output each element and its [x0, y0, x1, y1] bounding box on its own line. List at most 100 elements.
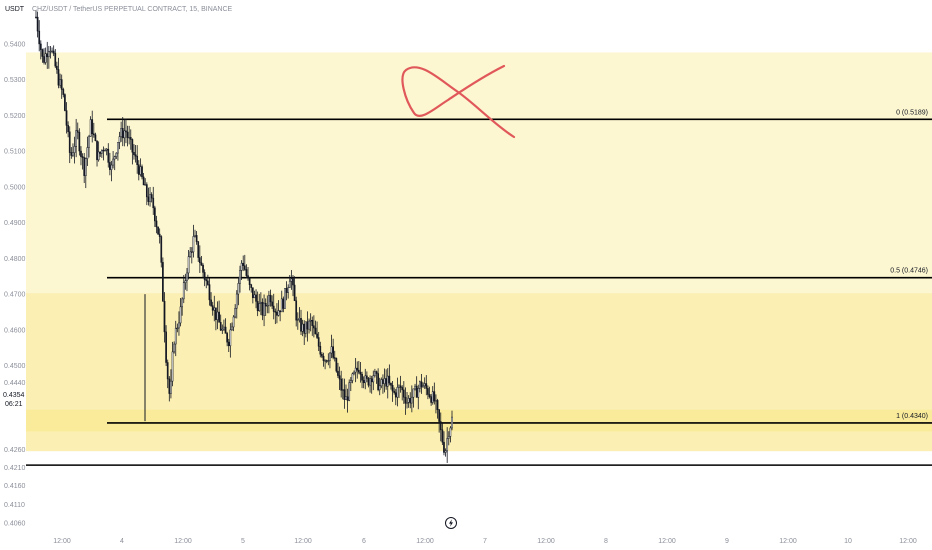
candle — [94, 132, 97, 142]
candle — [81, 153, 84, 170]
candle — [133, 144, 135, 160]
annotation-drawing — [401, 64, 516, 139]
candle-body — [141, 166, 143, 178]
candle-body — [385, 378, 387, 387]
candle-body — [126, 131, 129, 138]
candle — [423, 377, 426, 389]
candle — [345, 384, 347, 400]
candle — [284, 288, 286, 309]
candle — [162, 257, 164, 302]
fib-lines: 0 (0.5189) 0.5 (0.4746) 1 (0.4340) — [26, 109, 932, 466]
candle — [410, 385, 413, 413]
candle-body — [107, 148, 110, 163]
candle — [83, 153, 86, 184]
candle — [401, 385, 404, 401]
candle — [112, 151, 114, 169]
candle-body — [210, 299, 212, 306]
candle — [280, 290, 283, 313]
candle — [239, 265, 241, 293]
candle — [313, 315, 315, 338]
candle-body — [248, 278, 251, 285]
candle — [349, 377, 352, 392]
candle-body — [276, 311, 278, 316]
candle-body — [129, 137, 132, 140]
candle-body — [263, 302, 265, 316]
price-tick-label: 0.4900 — [4, 220, 26, 227]
candle-body — [268, 294, 270, 306]
candle — [202, 263, 204, 279]
candle-body — [125, 130, 127, 133]
candle-body — [361, 374, 363, 381]
candle-body — [227, 341, 230, 347]
time-tick-label: 12:00 — [416, 538, 434, 545]
candle-body — [223, 326, 225, 330]
candle — [444, 448, 447, 457]
candle — [160, 235, 163, 268]
candle-body — [319, 346, 322, 355]
candle-body — [158, 233, 161, 237]
candle — [198, 245, 201, 273]
time-tick-label: 12:00 — [294, 538, 312, 545]
candle — [282, 296, 285, 313]
candle-body — [144, 184, 147, 186]
candle-body — [438, 409, 441, 422]
candle-body — [38, 30, 41, 45]
candle-body — [417, 388, 420, 398]
candle — [157, 226, 159, 235]
candle-body — [431, 391, 434, 403]
candle — [89, 116, 92, 137]
candle — [105, 148, 108, 156]
candle — [141, 164, 143, 180]
candle — [44, 47, 47, 65]
candle-body — [245, 269, 248, 276]
candle-body — [76, 130, 79, 133]
candle-body — [374, 371, 376, 376]
candle-body — [189, 251, 192, 257]
candle — [207, 274, 209, 286]
candle — [104, 148, 106, 152]
candle-body — [78, 132, 81, 152]
candle-body — [165, 331, 167, 363]
candle-body — [235, 293, 238, 309]
candle — [321, 352, 323, 359]
candle — [170, 369, 172, 399]
candle — [235, 290, 238, 319]
candle — [431, 386, 434, 405]
candle-body — [218, 311, 220, 323]
candle-body — [155, 220, 158, 228]
candle — [367, 377, 370, 388]
candle — [221, 324, 224, 334]
candle-body — [178, 322, 180, 329]
candle — [375, 370, 378, 384]
candle-body — [52, 50, 55, 54]
candle-body — [187, 256, 190, 274]
candle — [137, 160, 140, 181]
candle-body — [186, 272, 188, 281]
candle-body — [137, 164, 140, 175]
candle — [192, 224, 195, 258]
candle-body — [433, 391, 436, 402]
candle — [406, 391, 408, 409]
candle-body — [451, 416, 453, 429]
candle-body — [324, 360, 326, 362]
candle-body — [120, 128, 122, 137]
candle-body — [447, 436, 450, 439]
candle-body — [359, 371, 362, 375]
candle — [304, 321, 307, 338]
candle-body — [443, 441, 445, 453]
price-axis[interactable]: 0.5400 0.5300 0.5200 0.5100 0.5000 0.4900 0.48… — [0, 0, 26, 550]
time-axis[interactable]: 12:00 4 12:00 5 12:00 6 12:00 7 12:00 8 12:00 9 12:0… — [0, 532, 932, 550]
candle — [417, 384, 420, 410]
candle — [317, 332, 320, 352]
lightning-icon[interactable] — [445, 517, 457, 529]
candle — [152, 186, 155, 215]
candle-body — [229, 329, 232, 347]
candle-body — [128, 137, 131, 139]
candle — [49, 45, 52, 59]
candle-body — [256, 301, 259, 312]
price-tick-label: 0.5200 — [4, 113, 26, 120]
candle — [117, 142, 119, 161]
candle — [314, 320, 317, 335]
candle-body — [303, 323, 306, 334]
